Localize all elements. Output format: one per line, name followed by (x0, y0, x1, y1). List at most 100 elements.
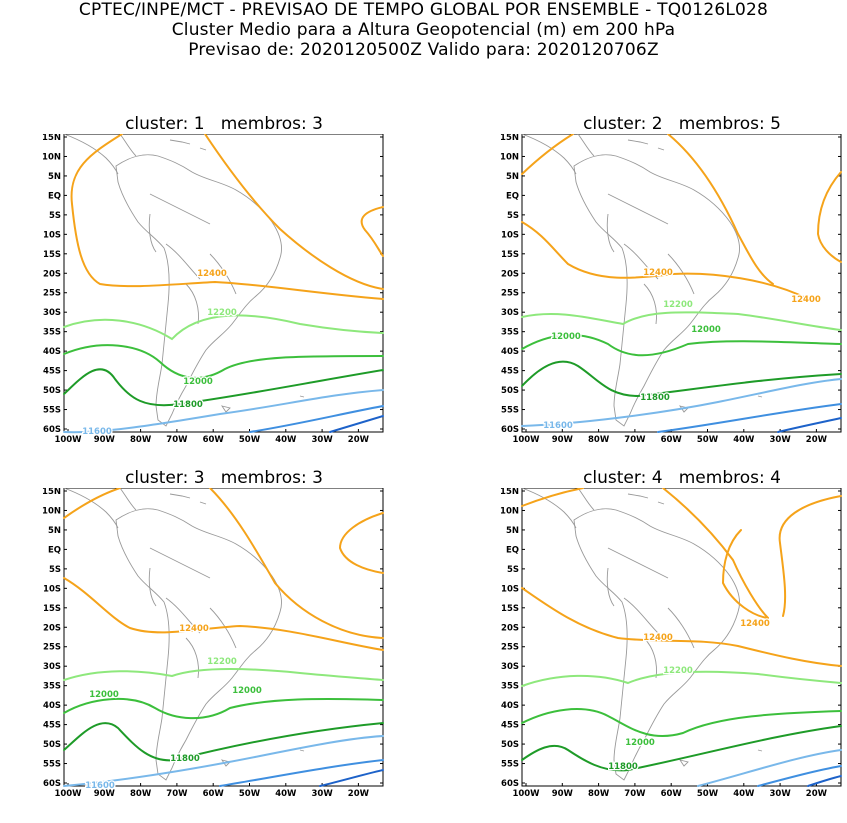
coast-segment (678, 759, 689, 767)
coast-segment (169, 139, 191, 145)
coast-segment (119, 134, 137, 157)
lon-tick-label: 70W (166, 435, 188, 445)
map-frame (521, 488, 842, 787)
contour-12400 (521, 134, 574, 175)
contour-12200 (63, 667, 384, 681)
lat-tick-label: 50S (501, 386, 519, 396)
contour-11400 (757, 765, 842, 787)
contour-12400 (816, 171, 842, 263)
contour-12400 (521, 587, 842, 667)
coast-segment (623, 597, 659, 634)
contour-lines (63, 134, 384, 434)
lat-tick-label: EQ (48, 191, 61, 201)
lat-tick-label: 30S (501, 662, 519, 672)
coast-segment (165, 243, 201, 280)
contour-11400 (249, 405, 384, 433)
coast-segment (607, 193, 669, 225)
lon-tick-label: 90W (552, 435, 574, 445)
contour-label: 12000 (89, 690, 119, 700)
coast-segment (299, 749, 305, 752)
map-frame (521, 134, 842, 433)
figure-header: CPTEC/INPE/MCT - PREVISAO DE TEMPO GLOBA… (0, 0, 847, 60)
coast-segment (573, 154, 741, 427)
lat-tick-label: 5S (49, 565, 61, 575)
cluster-panel-2: cluster: 2 membros: 5 15N 10N 5N EQ 5S 10S 15S… (458, 114, 847, 449)
coast-segment (209, 253, 237, 295)
coast-segment (148, 213, 157, 253)
contour-labels: 12400 12400 12200 12000 12000 11800 1160… (542, 267, 822, 433)
contour-11800 (63, 722, 384, 762)
contour-label: 12200 (207, 657, 237, 667)
lon-tick-label: 20W (348, 435, 370, 445)
lon-tick-label: 40W (733, 789, 755, 799)
contour-11200 (319, 769, 384, 787)
lon-tick-label: 60W (203, 789, 225, 799)
lat-tick-label: 5N (48, 526, 61, 536)
coast-segment (657, 501, 665, 505)
coast-segment (119, 488, 137, 511)
contour-12000 (521, 333, 842, 357)
lat-tick-label: 20S (43, 623, 61, 633)
lat-tick-label: 30S (43, 662, 61, 672)
contour-lines (521, 488, 842, 787)
lat-tick-label: 30S (501, 308, 519, 318)
contour-11200 (807, 775, 842, 787)
lon-tick-label: 60W (661, 789, 683, 799)
contour-12400 (63, 488, 121, 519)
coast-segment (115, 154, 283, 427)
coast-segment (606, 567, 615, 607)
coast-segment (577, 134, 595, 157)
lon-tick-label: 50W (239, 789, 261, 799)
lat-tick-label: 10N (500, 152, 519, 162)
contour-11600 (63, 389, 384, 434)
coast-segment (627, 493, 649, 499)
lon-tick-label: 70W (624, 789, 646, 799)
contour-12400 (667, 134, 774, 285)
lat-tick-label: 5N (48, 172, 61, 182)
contour-labels: 12400 12400 12200 12000 11800 (607, 618, 771, 774)
lon-tick-label: 70W (166, 789, 188, 799)
contour-label: 12000 (551, 332, 581, 342)
lat-tick-label: 10S (501, 230, 519, 240)
contour-11600 (521, 378, 842, 427)
contour-11400 (219, 759, 384, 787)
contour-label: 11600 (82, 427, 112, 437)
lon-tick-label: 100W (54, 435, 82, 445)
coast-segment (209, 607, 237, 649)
panel-title: cluster: 4 membros: 4 (583, 468, 781, 488)
lon-tick-label: 80W (588, 435, 610, 445)
coast-segment (149, 547, 211, 579)
lon-tick-label: 20W (806, 435, 828, 445)
lat-tick-label: 30S (43, 308, 61, 318)
contour-12400 (338, 512, 384, 574)
lat-tick-label: 60S (43, 425, 61, 435)
contour-label: 12200 (663, 666, 693, 676)
panel-title: cluster: 1 membros: 3 (125, 114, 323, 134)
map-panel-3: 15N 10N 5N EQ 5S 10S 15S 20S 25S 30S 35S 40S 45S 50S 5… (42, 488, 384, 799)
contour-12400 (521, 221, 809, 300)
lat-tick-label: 45S (43, 721, 61, 731)
contour-label: 12200 (663, 300, 693, 310)
cluster-panel-1: cluster: 1 membros: 3 15N 10N 5N EQ 5S 10S 15S… (0, 114, 400, 449)
lat-tick-label: 40S (43, 701, 61, 711)
lat-tick-label: 60S (501, 425, 519, 435)
lat-tick-label: 45S (501, 721, 519, 731)
contour-label: 12000 (183, 377, 213, 387)
cluster-panel-3: cluster: 3 membros: 3 15N 10N 5N EQ 5S 10S 15S… (0, 468, 400, 803)
lon-tick-label: 90W (94, 789, 116, 799)
coast-segment (667, 607, 695, 649)
coastline (521, 134, 763, 427)
lat-tick-label: 10S (501, 584, 519, 594)
header-line-3: Previsao de: 2020120500Z Valido para: 20… (188, 40, 659, 60)
lat-tick-label: 5S (507, 565, 519, 575)
lon-tick-label: 20W (348, 789, 370, 799)
lat-tick-label: 60S (43, 779, 61, 789)
contour-label: 12000 (691, 325, 721, 335)
contour-label: 12200 (207, 308, 237, 318)
lat-tick-label: 50S (501, 740, 519, 750)
contour-label: 12400 (197, 269, 227, 279)
contour-12400 (204, 134, 384, 290)
contour-label: 11800 (608, 762, 638, 772)
lat-tick-label: 55S (501, 406, 519, 416)
lat-tick-label: 15S (501, 604, 519, 614)
